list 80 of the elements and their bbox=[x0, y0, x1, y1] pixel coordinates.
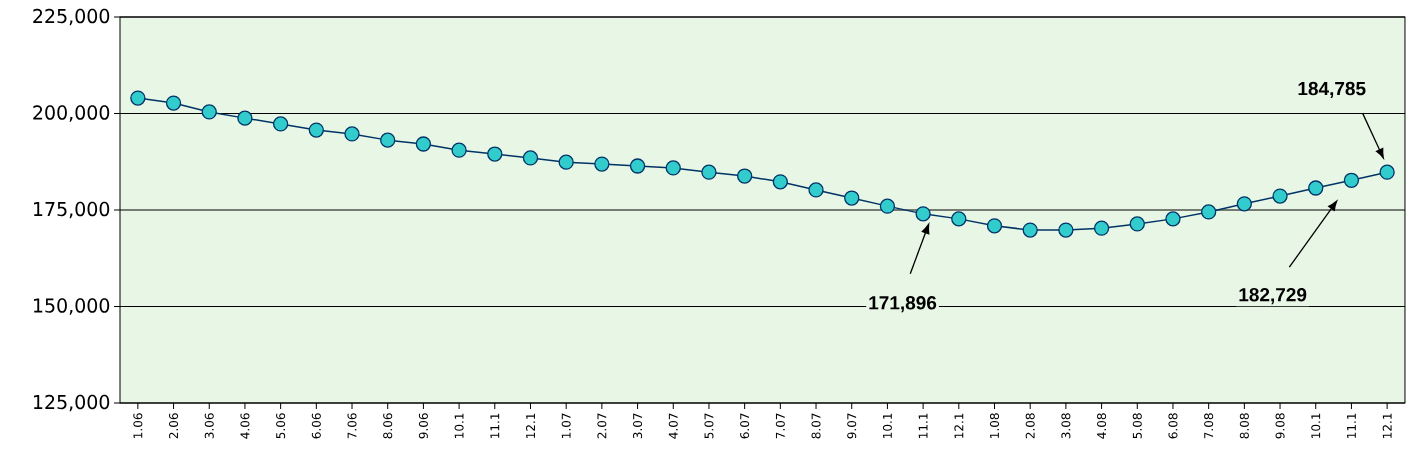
point bbox=[629, 158, 646, 174]
x-tick-label: 10.1 bbox=[454, 413, 464, 438]
x-tick-label: 3.07 bbox=[633, 413, 643, 439]
x-tick-label: 6.08 bbox=[1168, 413, 1178, 439]
point bbox=[1343, 172, 1360, 188]
point bbox=[736, 168, 753, 184]
point bbox=[415, 136, 432, 152]
point bbox=[1201, 204, 1217, 220]
x-tick-label: 7.07 bbox=[775, 413, 785, 439]
point bbox=[1236, 196, 1252, 212]
annotation: 182,729 bbox=[1239, 287, 1307, 305]
point bbox=[986, 218, 1003, 234]
x-tick-label: 11.1 bbox=[1347, 413, 1356, 438]
point bbox=[1058, 222, 1074, 238]
x-tick-label: 1.07 bbox=[561, 413, 571, 438]
point bbox=[272, 116, 289, 132]
point bbox=[558, 154, 574, 170]
point bbox=[1129, 216, 1145, 232]
y-tick-label: 175,000 bbox=[33, 201, 110, 219]
y-tick-label: 150,000 bbox=[33, 298, 110, 315]
point bbox=[380, 132, 396, 148]
x-tick-label: 6.06 bbox=[311, 413, 321, 439]
x-tick-label: 11.1 bbox=[918, 413, 928, 438]
point bbox=[487, 146, 503, 162]
x-tick-label: 4.08 bbox=[1097, 413, 1107, 439]
point bbox=[1272, 188, 1288, 204]
x-tick-label: 11.1 bbox=[490, 413, 500, 438]
x-tick-label: 5.06 bbox=[276, 413, 286, 439]
x-tick-label: 1.06 bbox=[133, 413, 143, 438]
x-tick-label: 4.07 bbox=[668, 413, 678, 439]
point bbox=[951, 211, 967, 227]
point bbox=[844, 190, 860, 206]
y-tick-label: 225,000 bbox=[33, 8, 110, 26]
annotation: 171,896 bbox=[869, 296, 937, 313]
x-tick-label: 3.08 bbox=[1061, 413, 1071, 439]
point bbox=[915, 206, 931, 222]
point bbox=[772, 174, 788, 190]
x-tick-label: 5.07 bbox=[704, 413, 714, 439]
x-tick-label: 10.1 bbox=[1311, 413, 1321, 438]
point bbox=[1308, 180, 1324, 196]
point bbox=[1093, 220, 1110, 236]
point bbox=[1379, 164, 1395, 180]
x-tick-label: 7.08 bbox=[1204, 413, 1214, 439]
x-tick-label: 5.08 bbox=[1132, 413, 1142, 439]
x-tick-label: 2.07 bbox=[597, 413, 607, 439]
point bbox=[522, 150, 539, 166]
x-tick-label: 9.08 bbox=[1275, 413, 1285, 439]
x-tick-label: 3.06 bbox=[204, 413, 214, 439]
annotation: 184,785 bbox=[1298, 81, 1366, 99]
x-tick-label: 9.06 bbox=[418, 413, 428, 439]
point bbox=[130, 90, 146, 106]
point bbox=[701, 164, 717, 180]
point bbox=[308, 122, 324, 138]
point bbox=[594, 156, 610, 172]
point bbox=[344, 126, 360, 142]
point bbox=[1165, 211, 1181, 227]
point bbox=[665, 160, 681, 176]
x-tick-label: 6.07 bbox=[740, 413, 750, 439]
x-tick-label: 12.1 bbox=[526, 413, 535, 438]
x-tick-label: 7.06 bbox=[347, 413, 357, 439]
y-tick-label: 200,000 bbox=[33, 105, 110, 122]
point bbox=[879, 198, 896, 214]
x-tick-label: 12.1 bbox=[954, 413, 964, 438]
point bbox=[1022, 222, 1038, 238]
x-tick-label: 10.1 bbox=[882, 413, 892, 438]
x-tick-label: 8.06 bbox=[383, 413, 393, 439]
x-tick-label: 4.06 bbox=[240, 413, 250, 439]
x-tick-label: 12.1 bbox=[1382, 413, 1392, 438]
y-tick-label: 125,000 bbox=[33, 394, 110, 412]
point bbox=[165, 95, 182, 111]
point bbox=[237, 110, 253, 126]
point bbox=[451, 142, 467, 158]
x-tick-label: 9.07 bbox=[847, 413, 857, 439]
x-tick-label: 2.06 bbox=[169, 413, 179, 439]
x-tick-label: 8.07 bbox=[811, 413, 821, 439]
point bbox=[808, 182, 824, 198]
x-tick-label: 1.08 bbox=[989, 413, 1000, 438]
x-tick-label: 2.08 bbox=[1025, 413, 1035, 439]
point bbox=[201, 104, 217, 120]
x-tick-label: 8.08 bbox=[1239, 413, 1249, 439]
